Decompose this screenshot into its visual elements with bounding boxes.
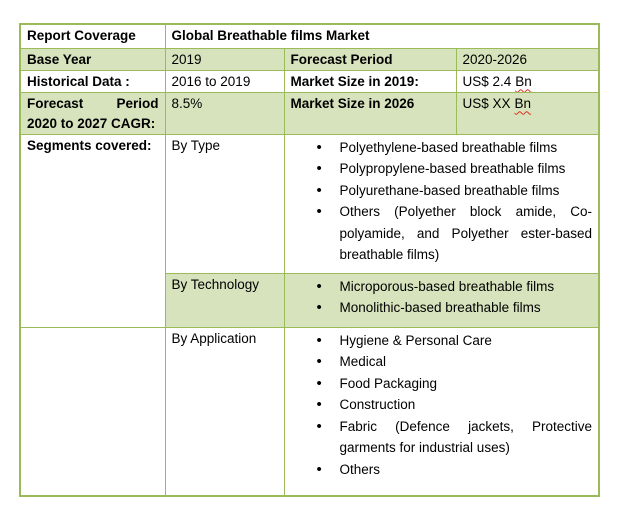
segment-items-by-type-cell: Polyethylene-based breathable filmsPolyp… [283,133,600,274]
report-coverage-value: Global Breathable films Market [164,23,600,49]
cagr-label: Forecast Period 2020 to 2027 CAGR: [19,91,166,135]
market-size-2026-label: Market Size in 2026 [283,91,457,135]
segment-group-by-application: By Application [164,326,285,497]
report-coverage-label: Report Coverage [19,23,166,49]
market-size-2026-unit: Bn [514,95,532,111]
base-year-value: 2019 [164,47,285,71]
base-year-label: Base Year [19,47,166,71]
segment-items-by-technology-cell: Microporous-based breathable filmsMonoli… [283,272,600,328]
market-size-2019-value: US$ 2.4 Bn [455,69,600,93]
by-type-bullet-list: Polyethylene-based breathable filmsPolyp… [291,137,593,266]
row-segments-by-application: By Application Hygiene & Personal CareMe… [19,326,600,497]
row-segments-by-technology: By Technology Microporous-based breathab… [20,272,600,328]
report-coverage-table: Report Coverage Global Breathable films … [19,23,601,497]
bullet-item: Others (Polyether block amide, Co-polyam… [291,201,592,266]
bullet-item: Hygiene & Personal Care [291,330,593,352]
row-cagr: Forecast Period 2020 to 2027 CAGR: 8.5% … [19,91,600,135]
cagr-value: 8.5% [164,91,285,135]
bullet-item: Polyurethane-based breathable films [291,180,593,202]
bullet-item: Food Packaging [291,373,593,395]
historical-data-label: Historical Data : [19,69,166,93]
segments-empty-cell [19,326,166,497]
market-size-2019-unit: Bn [515,73,532,89]
bullet-item: Others [291,459,593,481]
segment-group-by-technology: By Technology [164,272,285,328]
bullet-item: Polypropylene-based breathable films [291,158,593,180]
market-size-2026-amount: US$ XX [462,95,511,111]
row-historical-data: Historical Data : 2016 to 2019 Market Si… [19,69,600,93]
bullet-item: Monolithic-based breathable films [291,297,593,319]
row-base-year: Base Year 2019 Forecast Period 2020-2026 [19,47,600,71]
market-size-2026-value: US$ XX Bn [455,91,600,135]
market-size-2019-amount: US$ 2.4 [462,73,512,89]
market-size-2019-label: Market Size in 2019: [283,69,457,93]
bullet-item: Fabric (Defence jackets, Protective garm… [291,416,592,459]
bullet-item: Microporous-based breathable films [291,276,593,298]
row-report-coverage: Report Coverage Global Breathable films … [19,23,600,49]
by-technology-bullet-list: Microporous-based breathable filmsMonoli… [291,276,593,319]
row-segments-by-type: Segments covered: By Type Polyethylene-b… [19,133,600,328]
forecast-period-label: Forecast Period [283,47,457,71]
forecast-period-value: 2020-2026 [455,47,600,71]
segment-group-by-type: By Type [164,133,285,274]
bullet-item: Medical [291,351,593,373]
segments-covered-label: Segments covered: [19,133,166,328]
bullet-item: Construction [291,394,593,416]
bullet-item: Polyethylene-based breathable films [291,137,593,159]
historical-data-value: 2016 to 2019 [164,69,285,93]
segment-items-by-application-cell: Hygiene & Personal CareMedicalFood Packa… [283,326,600,497]
by-application-bullet-list: Hygiene & Personal CareMedicalFood Packa… [291,330,593,481]
